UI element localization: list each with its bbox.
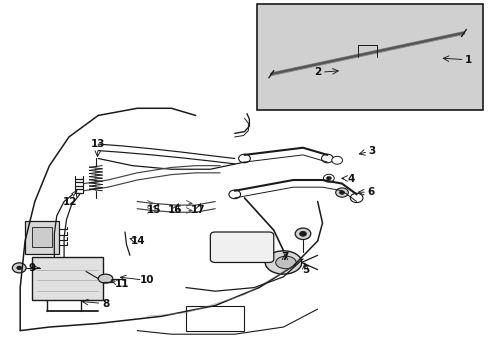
Bar: [25, 221, 59, 253]
Text: 16: 16: [168, 206, 182, 216]
Circle shape: [238, 154, 250, 163]
Text: 6: 6: [367, 187, 374, 197]
Circle shape: [295, 228, 310, 239]
Text: 1: 1: [464, 55, 471, 65]
Bar: [32, 227, 52, 247]
Ellipse shape: [98, 274, 113, 283]
Bar: [185, 306, 244, 330]
Circle shape: [323, 174, 333, 182]
Circle shape: [17, 266, 21, 270]
Text: 15: 15: [147, 206, 161, 216]
Circle shape: [12, 263, 26, 273]
Ellipse shape: [275, 256, 296, 269]
Text: 11: 11: [114, 279, 129, 289]
Text: 3: 3: [368, 145, 375, 156]
Circle shape: [321, 154, 332, 163]
Ellipse shape: [264, 251, 301, 274]
Text: 5: 5: [301, 265, 308, 275]
Text: 7: 7: [281, 252, 288, 262]
Circle shape: [335, 188, 347, 197]
Circle shape: [349, 193, 362, 203]
Text: 10: 10: [140, 275, 154, 285]
Bar: [256, 4, 483, 110]
Text: 17: 17: [190, 206, 205, 216]
Text: 9: 9: [29, 263, 36, 273]
Text: 14: 14: [131, 236, 145, 246]
Text: 12: 12: [62, 197, 77, 207]
Text: 2: 2: [313, 67, 321, 77]
Text: 8: 8: [102, 299, 109, 309]
Circle shape: [228, 190, 240, 199]
Circle shape: [339, 191, 344, 194]
Text: 13: 13: [91, 139, 105, 149]
Bar: [32, 257, 103, 300]
FancyBboxPatch shape: [210, 232, 273, 262]
Circle shape: [331, 156, 342, 164]
Circle shape: [326, 176, 330, 180]
Text: 4: 4: [346, 174, 354, 184]
Circle shape: [299, 231, 306, 236]
